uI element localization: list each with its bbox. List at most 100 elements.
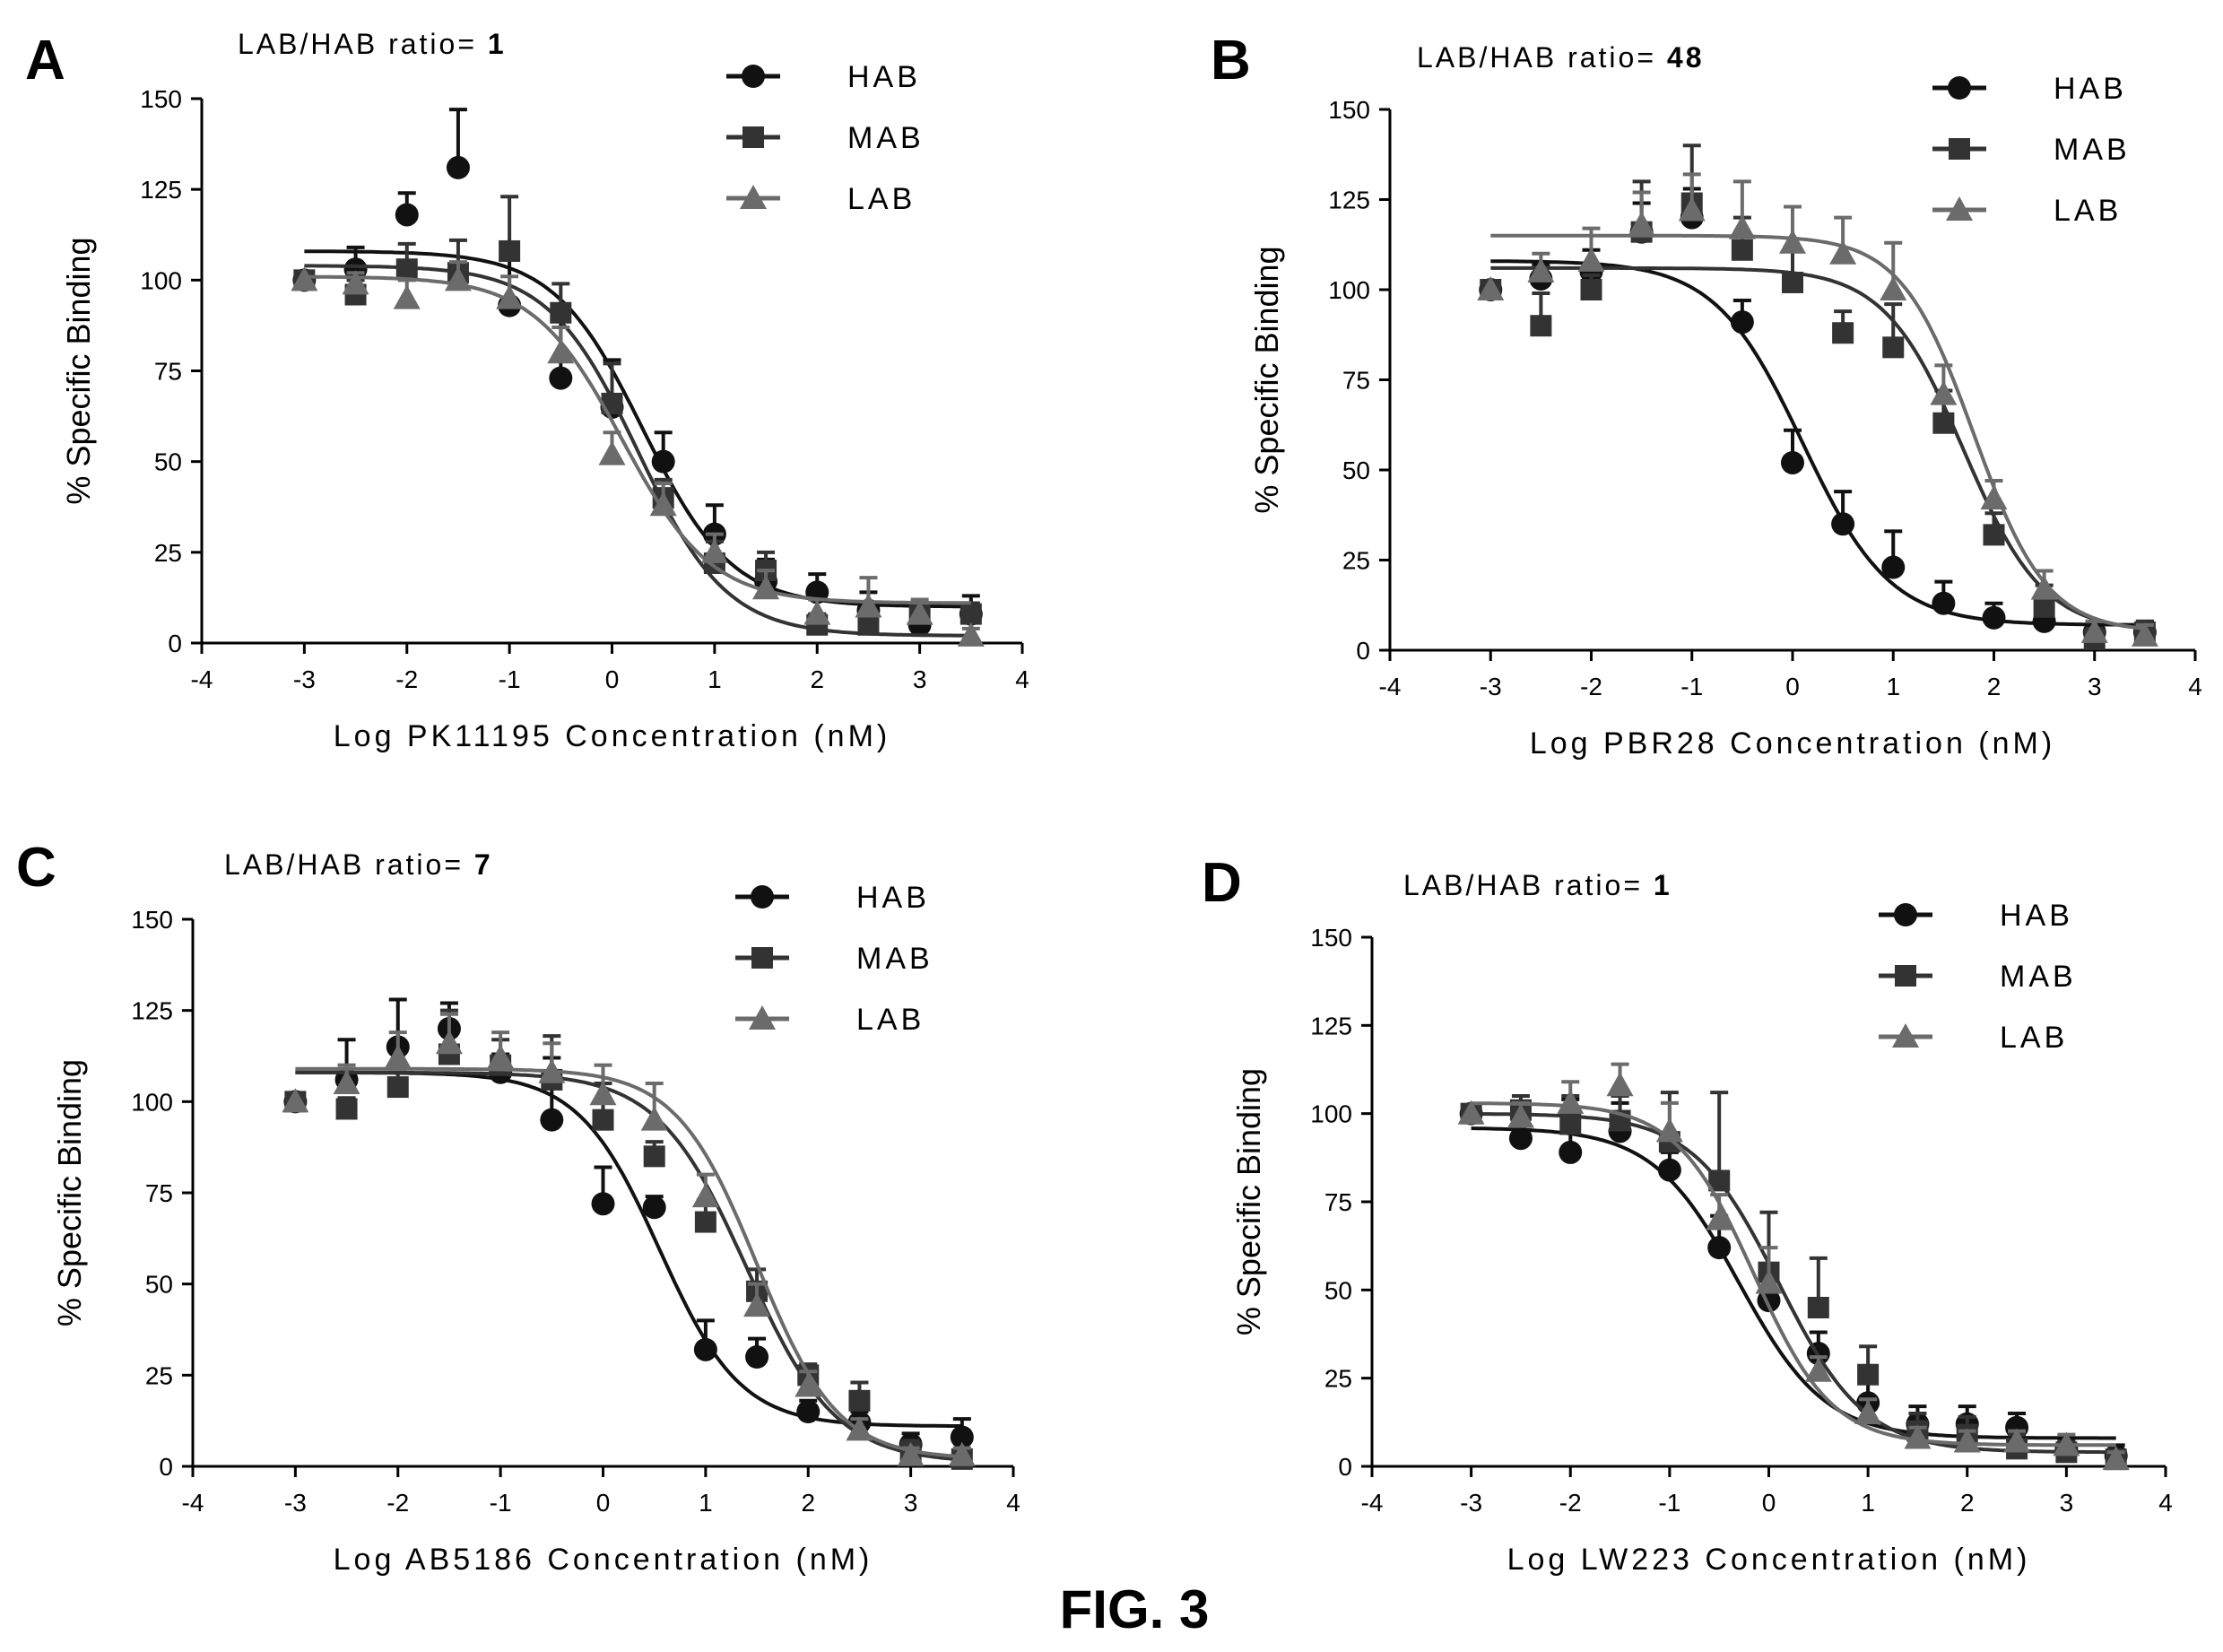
- data-point: [538, 1058, 566, 1083]
- y-tick-label: 75: [145, 1179, 173, 1207]
- series-lab: [1477, 172, 2158, 647]
- x-tick-label: 2: [810, 665, 824, 693]
- y-tick-label: 0: [1356, 637, 1370, 665]
- y-tick-label: 150: [1310, 924, 1352, 952]
- legend-marker: [742, 65, 765, 88]
- x-tick-label: 1: [1861, 1489, 1875, 1517]
- fit-curve: [295, 1066, 962, 1459]
- data-point: [1904, 1424, 1932, 1449]
- x-tick-label: -2: [395, 665, 418, 693]
- y-tick-label: 125: [1328, 187, 1370, 214]
- data-point: [598, 440, 626, 465]
- y-tick-label: 50: [1324, 1276, 1352, 1304]
- fit-curve: [1490, 265, 2146, 630]
- x-axis-label: Log AB5186 Concentration (nM): [334, 1543, 873, 1577]
- x-tick-label: 1: [1886, 673, 1900, 700]
- y-axis-label: % Specific Binding: [1248, 246, 1285, 513]
- data-point: [1881, 555, 1906, 579]
- data-point: [384, 1044, 412, 1069]
- data-point: [1508, 1126, 1533, 1151]
- data-point: [1728, 214, 1756, 239]
- x-tick-label: 1: [708, 665, 722, 693]
- ratio-title: LAB/HAB ratio= 1: [1403, 869, 1672, 901]
- ratio-value: 1: [1654, 869, 1672, 901]
- fit-curve: [1471, 1112, 2116, 1455]
- series-lab: [1457, 1062, 2130, 1471]
- y-tick-label: 0: [159, 1453, 173, 1481]
- data-point: [1657, 1158, 1681, 1182]
- legend: HAB MAB LAB: [735, 881, 933, 1037]
- legend-label: MAB: [856, 942, 933, 976]
- y-tick-label: 125: [1310, 1012, 1352, 1039]
- ratio-title: LAB/HAB ratio= 48: [1417, 41, 1704, 74]
- data-point: [752, 575, 780, 600]
- data-point: [1807, 1297, 1829, 1318]
- x-axis-label: Log PK11195 Concentration (nM): [334, 719, 890, 753]
- series-hab: [1479, 187, 2157, 644]
- fit-curve: [295, 1070, 962, 1428]
- x-tick-label: 4: [2158, 1489, 2173, 1517]
- y-axis-label: % Specific Binding: [60, 237, 97, 504]
- data-point: [589, 1081, 617, 1106]
- data-point: [691, 1183, 719, 1208]
- series-mab: [284, 1008, 973, 1470]
- legend-label: HAB: [2000, 899, 2073, 933]
- x-tick-label: -2: [1559, 1489, 1582, 1517]
- x-tick-label: -1: [499, 665, 521, 693]
- y-tick-label: 0: [168, 630, 182, 657]
- data-point: [2102, 1446, 2130, 1471]
- y-tick-label: 100: [1328, 276, 1370, 304]
- y-tick-label: 75: [1342, 367, 1370, 395]
- data-point: [1730, 310, 1754, 335]
- y-tick-label: 75: [154, 358, 182, 386]
- data-point: [444, 266, 472, 291]
- data-point: [640, 1106, 668, 1131]
- y-tick-label: 75: [1324, 1188, 1352, 1216]
- data-point: [957, 622, 985, 647]
- legend-marker: [1948, 76, 1971, 100]
- data-point: [1782, 271, 1803, 293]
- y-tick-label: 25: [145, 1361, 173, 1389]
- y-tick-label: 125: [140, 176, 182, 204]
- data-point: [1580, 279, 1602, 300]
- data-point: [393, 284, 421, 309]
- y-tick-label: 0: [1338, 1453, 1352, 1481]
- data-point: [549, 366, 573, 390]
- data-point: [2030, 575, 2058, 600]
- data-point: [643, 1145, 665, 1168]
- data-point: [897, 1441, 925, 1466]
- x-tick-label: -4: [1361, 1489, 1384, 1517]
- ratio-value: 7: [474, 848, 493, 881]
- data-point: [694, 1211, 716, 1233]
- data-point: [1678, 196, 1706, 222]
- data-point: [499, 239, 521, 262]
- fit-curve: [304, 264, 971, 638]
- data-point: [1707, 1236, 1732, 1260]
- data-point: [1932, 412, 1955, 434]
- x-tick-label: 2: [1987, 673, 2002, 700]
- data-point: [743, 1292, 771, 1317]
- ratio-title: LAB/HAB ratio= 7: [224, 848, 493, 881]
- x-tick-label: 0: [596, 1489, 611, 1517]
- data-point: [1880, 276, 1907, 300]
- data-point: [1983, 524, 2005, 546]
- x-tick-label: -1: [1680, 673, 1703, 700]
- data-point: [2053, 1431, 2080, 1456]
- data-point: [1655, 1117, 1683, 1143]
- data-point: [700, 538, 728, 563]
- data-point: [1857, 1363, 1880, 1386]
- y-tick-label: 125: [131, 997, 173, 1025]
- data-point: [1527, 257, 1555, 283]
- x-tick-label: 3: [913, 665, 927, 693]
- y-tick-label: 25: [154, 539, 182, 567]
- data-point: [2080, 618, 2108, 643]
- x-tick-label: -1: [490, 1489, 512, 1517]
- legend: HAB MAB LAB: [1932, 72, 2127, 228]
- y-tick-label: 150: [1328, 96, 1370, 124]
- data-point: [1932, 591, 1956, 615]
- data-point: [1559, 1140, 1583, 1164]
- data-point: [1559, 1113, 1582, 1135]
- y-tick-label: 25: [1342, 547, 1370, 575]
- y-tick-label: 50: [1342, 456, 1370, 484]
- chart-panel-A: A LAB/HAB ratio= 1 -4 -3 -2 -1 0 1 2 3 4 0 25 50 75 100…: [25, 28, 1029, 753]
